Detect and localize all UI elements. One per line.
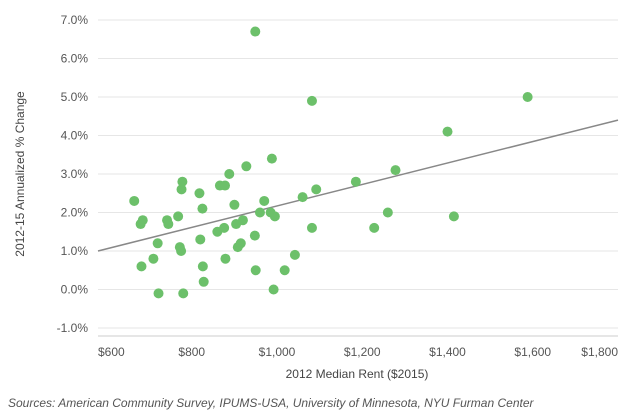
x-tick-label: $1,400 [429,345,466,359]
data-point [137,215,148,226]
x-tick-label: $800 [178,345,205,359]
data-point [148,253,159,264]
data-point [522,92,533,102]
data-point [311,184,322,195]
data-point [224,169,235,179]
data-point [152,238,163,249]
y-tick-label: -1.0% [57,321,89,335]
x-tick-label: $1,000 [259,345,296,359]
scatter-chart: -1.0% 0.0% 1.0% 2.0% 3.0% 4.0% 5.0% 6.0% 7.0% $6… [13,13,618,381]
source-note: Sources: American Community Survey, IPUM… [8,396,534,410]
y-tick-label: 7.0% [61,13,89,27]
data-point [297,192,308,203]
data-point [268,284,279,295]
data-point [153,288,164,299]
data-point [259,195,270,206]
data-point [306,222,317,233]
data-point [176,184,187,195]
data-point [197,261,208,272]
y-tick-label: 6.0% [61,52,89,66]
data-point [390,165,401,176]
y-tick-label: 2.0% [61,206,89,220]
data-points [129,26,533,299]
x-tick-label: $1,200 [344,345,381,359]
data-point [279,265,290,276]
data-point [197,203,208,214]
y-axis-ticks: -1.0% 0.0% 1.0% 2.0% 3.0% 4.0% 5.0% 6.0% 7.0% [57,13,89,335]
data-point [237,215,248,226]
data-point [173,211,184,222]
data-point [369,222,380,233]
y-tick-label: 4.0% [61,129,89,143]
y-tick-label: 0.0% [61,283,89,297]
data-point [289,249,300,260]
data-point [241,161,252,172]
data-point [250,265,261,276]
x-tick-label: $600 [98,345,125,359]
x-tick-label: $1,800 [581,345,618,359]
data-point [448,211,459,222]
data-point [176,246,187,256]
data-point [250,26,261,37]
x-axis-ticks: $600 $800 $1,000 $1,200 $1,400 $1,600 $1,800 [98,345,618,359]
data-point [235,238,246,249]
data-point [136,261,147,272]
data-point [254,207,265,218]
x-axis-label: 2012 Median Rent ($2015) [286,367,429,381]
data-point [269,211,280,222]
data-point [177,176,188,187]
data-point [195,234,206,245]
data-point [266,153,277,164]
data-point [178,288,189,299]
y-tick-label: 1.0% [61,244,89,258]
data-point [442,126,453,137]
y-tick-label: 3.0% [61,167,89,181]
data-point [220,253,231,264]
x-tick-label: $1,600 [514,345,551,359]
data-point [198,276,209,287]
y-tick-label: 5.0% [61,90,89,104]
data-point [350,176,361,187]
data-point [306,95,317,106]
data-point [220,180,231,191]
data-point [229,199,240,210]
data-point [382,207,393,218]
data-point [219,222,230,233]
data-point [163,219,174,230]
y-axis-label: 2012-15 Annualized % Change [13,91,27,257]
data-point [194,188,205,199]
data-point [249,230,260,241]
data-point [129,195,140,206]
